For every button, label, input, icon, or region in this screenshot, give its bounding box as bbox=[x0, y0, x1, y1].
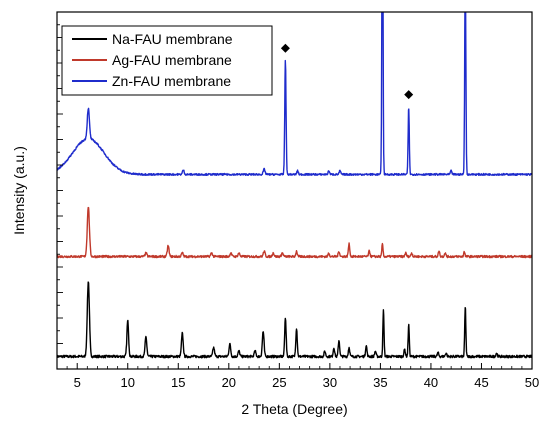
x-tick-label: 40 bbox=[424, 375, 438, 390]
legend: Na-FAU membrane Ag-FAU membrane Zn-FAU m… bbox=[61, 25, 273, 96]
x-tick-label: 5 bbox=[74, 375, 81, 390]
x-tick-label: 20 bbox=[222, 375, 236, 390]
legend-label-ag-fau: Ag-FAU membrane bbox=[112, 52, 232, 68]
x-tick-label: 15 bbox=[171, 375, 185, 390]
series-line-ag-fau-membrane bbox=[57, 206, 532, 259]
x-tick-label: 45 bbox=[474, 375, 488, 390]
x-axis-title: 2 Theta (Degree) bbox=[241, 401, 347, 417]
peak-marker-diamond bbox=[280, 43, 290, 53]
series-line-zn-fau-membrane bbox=[57, 12, 532, 177]
peak-marker-layer bbox=[280, 43, 414, 100]
x-tick-label: 10 bbox=[121, 375, 135, 390]
peak-marker-diamond bbox=[404, 90, 414, 100]
series-line-na-fau-membrane bbox=[57, 281, 532, 359]
legend-label-zn-fau: Zn-FAU membrane bbox=[112, 73, 231, 89]
legend-label-na-fau: Na-FAU membrane bbox=[112, 31, 233, 47]
x-tick-label: 35 bbox=[373, 375, 387, 390]
x-tick-label: 30 bbox=[323, 375, 337, 390]
tick-layer: 5 10 15 20 25 30 35 40 45 50 bbox=[56, 11, 539, 390]
series-layer bbox=[57, 12, 532, 359]
x-tick-label: 50 bbox=[525, 375, 539, 390]
y-axis-title: Intensity (a.u.) bbox=[11, 146, 27, 235]
x-tick-label: 25 bbox=[272, 375, 286, 390]
